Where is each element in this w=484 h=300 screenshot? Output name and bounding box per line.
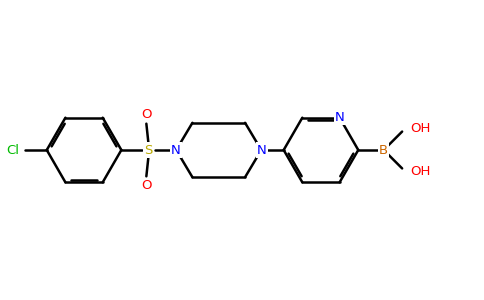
Text: O: O [141,179,151,193]
Text: Cl: Cl [6,143,19,157]
Text: N: N [171,143,181,157]
Text: S: S [144,143,153,157]
Text: O: O [141,107,151,121]
Text: OH: OH [410,122,430,135]
Text: B: B [379,143,388,157]
Text: N: N [335,111,345,124]
Text: N: N [257,143,267,157]
Text: OH: OH [410,165,430,178]
